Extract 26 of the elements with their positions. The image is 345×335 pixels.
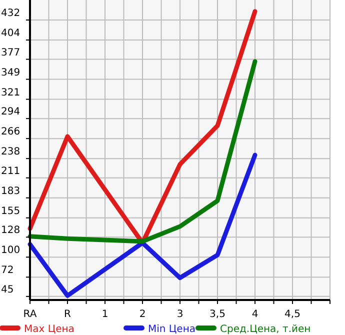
legend-label: Min Цена bbox=[148, 324, 196, 335]
x-tick-label: 4 bbox=[252, 309, 258, 320]
x-tick-label: 4,5 bbox=[284, 309, 300, 320]
y-tick-label: 155 bbox=[1, 206, 20, 217]
y-tick-label: 72 bbox=[1, 265, 14, 276]
y-tick-label: 321 bbox=[1, 87, 20, 98]
y-tick-label: 266 bbox=[1, 126, 20, 138]
x-tick-label: 2 bbox=[139, 309, 146, 320]
y-tick-label: 128 bbox=[1, 225, 20, 236]
legend-label: Сред.Цена, т.йен bbox=[220, 324, 311, 335]
y-tick-label: 377 bbox=[1, 47, 20, 58]
y-tick-label: 238 bbox=[1, 146, 20, 158]
x-tick-label: R bbox=[64, 309, 72, 320]
y-tick-label: 294 bbox=[1, 106, 20, 118]
y-tick-label: 211 bbox=[1, 166, 20, 177]
x-tick-label: 1 bbox=[102, 309, 108, 320]
x-tick-label: RA bbox=[23, 309, 37, 320]
y-tick-label: 100 bbox=[1, 245, 20, 256]
y-tick-label: 183 bbox=[1, 186, 20, 197]
y-tick-label: 432 bbox=[1, 8, 20, 19]
y-tick-label: 45 bbox=[1, 284, 14, 296]
x-tick-label: 3,5 bbox=[210, 309, 226, 320]
legend-label: Max Цена bbox=[24, 324, 74, 335]
y-tick-label: 404 bbox=[1, 28, 20, 39]
y-tick-label: 349 bbox=[1, 67, 20, 78]
x-tick-label: 3 bbox=[176, 309, 184, 320]
